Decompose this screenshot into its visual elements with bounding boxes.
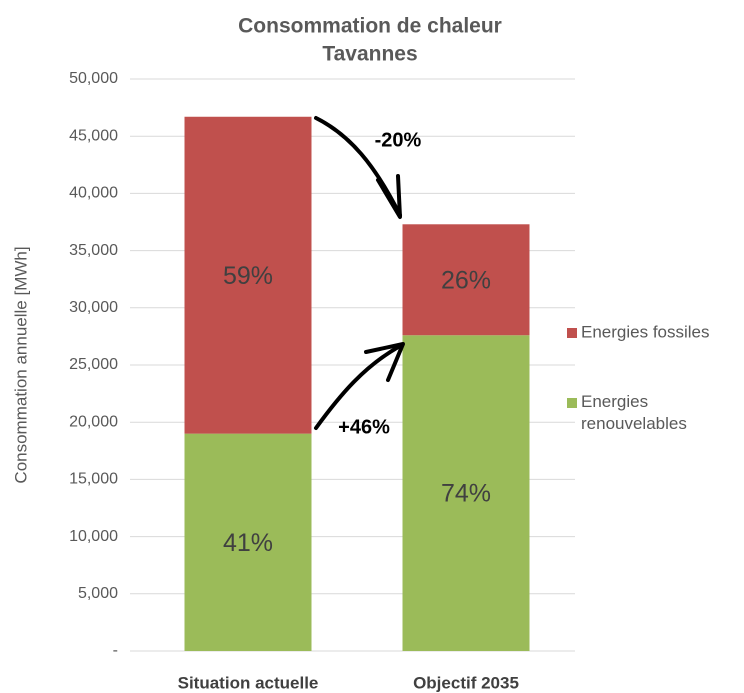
y-tick-label: 40,000: [69, 185, 118, 202]
y-tick-label: 10,000: [69, 528, 118, 545]
arrow: [314, 343, 404, 430]
y-tick-label: -: [113, 642, 118, 659]
bar-segment: [402, 224, 530, 336]
y-tick-label: 5,000: [78, 585, 118, 602]
x-tick-label: Situation actuelle: [178, 673, 319, 692]
y-tick-label: 35,000: [69, 242, 118, 259]
legend-label: Energies fossiles: [581, 322, 710, 341]
y-tick-label: 20,000: [69, 413, 118, 430]
bar-segment: [402, 335, 530, 651]
legend-swatch: [567, 328, 577, 338]
annotation: -20%: [375, 129, 422, 151]
arrow-head: [364, 342, 405, 382]
y-tick-label: 25,000: [69, 356, 118, 373]
y-tick-label: 45,000: [69, 127, 118, 144]
segment-label: 26%: [441, 266, 491, 294]
bar-segment: [184, 116, 312, 434]
segment-label: 59%: [223, 262, 273, 290]
y-tick-label: 50,000: [69, 70, 118, 87]
chart-title: Tavannes: [322, 43, 417, 66]
y-axis-label: Consommation annuelle [MWh]: [11, 246, 30, 483]
plot-area: - 5,000 10,000 15,000 20,000 25,000 30,000 35,0…: [69, 70, 709, 692]
segment-label: 41%: [223, 529, 273, 557]
arrow-head: [376, 174, 402, 219]
bar-segment: [184, 433, 312, 651]
y-tick-label: 15,000: [69, 471, 118, 488]
y-tick-label: 30,000: [69, 299, 118, 316]
legend-label: Energies renouvelables: [581, 392, 687, 433]
chart-title: Consommation de chaleur: [238, 15, 502, 38]
legend-swatch: [567, 398, 577, 408]
x-tick-label: Objectif 2035: [413, 673, 519, 692]
segment-label: 74%: [441, 480, 491, 508]
annotation: +46%: [338, 416, 390, 438]
